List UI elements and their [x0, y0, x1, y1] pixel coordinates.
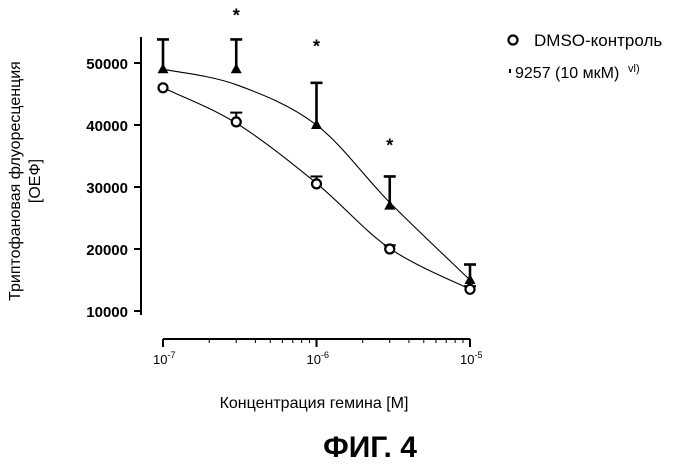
y-tick-label: 50000 [86, 56, 128, 73]
x-tick-label: 10-5 [460, 350, 482, 367]
filled-triangle-marker [384, 200, 395, 210]
y-axis-label-unit: [ОЕФ] [27, 159, 44, 203]
open-circle-marker [466, 285, 475, 294]
legend-marker-fragment [509, 69, 511, 73]
open-circle-marker [232, 117, 241, 126]
open-circle-marker [385, 245, 394, 254]
significance-asterisk: * [386, 136, 393, 156]
x-axis-ticks: 10-7 10-6 10-5 [153, 339, 482, 367]
legend-label-9257: 9257 (10 мкМ) [515, 65, 619, 82]
significance-asterisk: * [233, 5, 240, 25]
x-tick-label: 10-6 [307, 350, 329, 367]
x-tick-label: 10-7 [153, 350, 175, 367]
legend-open-circle-marker [509, 36, 518, 45]
figure-caption: ФИГ. 4 [323, 431, 417, 464]
open-circle-marker [312, 179, 321, 188]
y-tick-label: 40000 [86, 118, 128, 135]
filled-triangle-marker [311, 119, 322, 129]
y-tick-label: 20000 [86, 242, 128, 259]
y-tick-label: 10000 [86, 304, 128, 321]
legend: DMSO-контроль 9257 (10 мкМ) vl) [509, 31, 663, 82]
filled-triangle-marker [158, 63, 169, 73]
significance-asterisk: * [313, 36, 320, 56]
filled-triangle-marker [465, 274, 476, 284]
filled-triangle-marker [231, 63, 242, 73]
significance-annotations: * * * [233, 5, 394, 155]
x-axis-label: Концентрация гемина [M] [220, 395, 409, 412]
open-circle-marker [159, 83, 168, 92]
y-tick-label: 30000 [86, 180, 128, 197]
legend-label-9257-trail: vl) [628, 63, 640, 75]
y-axis-ticks: 10000 20000 30000 40000 50000 [86, 56, 141, 321]
y-axis-label: Триптофановая флуоресценция [7, 61, 24, 301]
legend-label-dmso: DMSO-контроль [534, 31, 662, 50]
